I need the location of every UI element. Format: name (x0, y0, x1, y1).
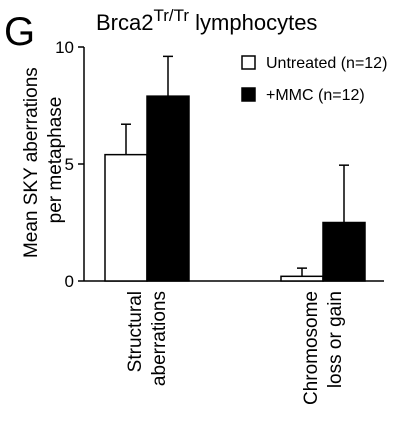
category-label: Chromosome loss or gain (301, 291, 346, 405)
panel-label: G (4, 10, 35, 54)
chart-title-suffix: lymphocytes (189, 10, 317, 35)
y-tick-label: 10 (55, 38, 74, 57)
y-axis-label-line-2: per metaphase (45, 97, 66, 224)
category-label-line: aberrations (149, 291, 170, 386)
category-label-line: Structural (125, 291, 146, 372)
bar-untreated-0 (104, 153, 148, 282)
bars (104, 55, 366, 282)
legend-label: +MMC (n=12) (266, 87, 365, 104)
legend-swatch (241, 55, 256, 70)
legend-swatch (241, 87, 256, 102)
chart-title: Brca2Tr/Tr lymphocytes (96, 6, 317, 35)
bar-mmc-0 (146, 95, 190, 282)
y-axis-label: Mean SKY aberrations per metaphase (21, 62, 66, 258)
y-axis-label-line-1: Mean SKY aberrations (21, 67, 42, 258)
category-label-line: loss or gain (325, 291, 346, 388)
chart-title-superscript: Tr/Tr (153, 6, 189, 25)
chart-title-main: Brca2 (96, 10, 153, 35)
y-tick-label: 5 (65, 155, 74, 174)
bar-mmc-1 (322, 221, 366, 282)
legend: Untreated (n=12) +MMC (n=12) (241, 55, 387, 104)
bar-untreated-1 (280, 275, 324, 282)
legend-label: Untreated (n=12) (266, 55, 387, 72)
category-label-line: Chromosome (301, 291, 322, 405)
category-label: Structural aberrations (125, 291, 170, 386)
y-tick-label: 0 (65, 272, 74, 291)
category-labels: Structural aberrations Chromosome loss or g… (125, 291, 346, 405)
